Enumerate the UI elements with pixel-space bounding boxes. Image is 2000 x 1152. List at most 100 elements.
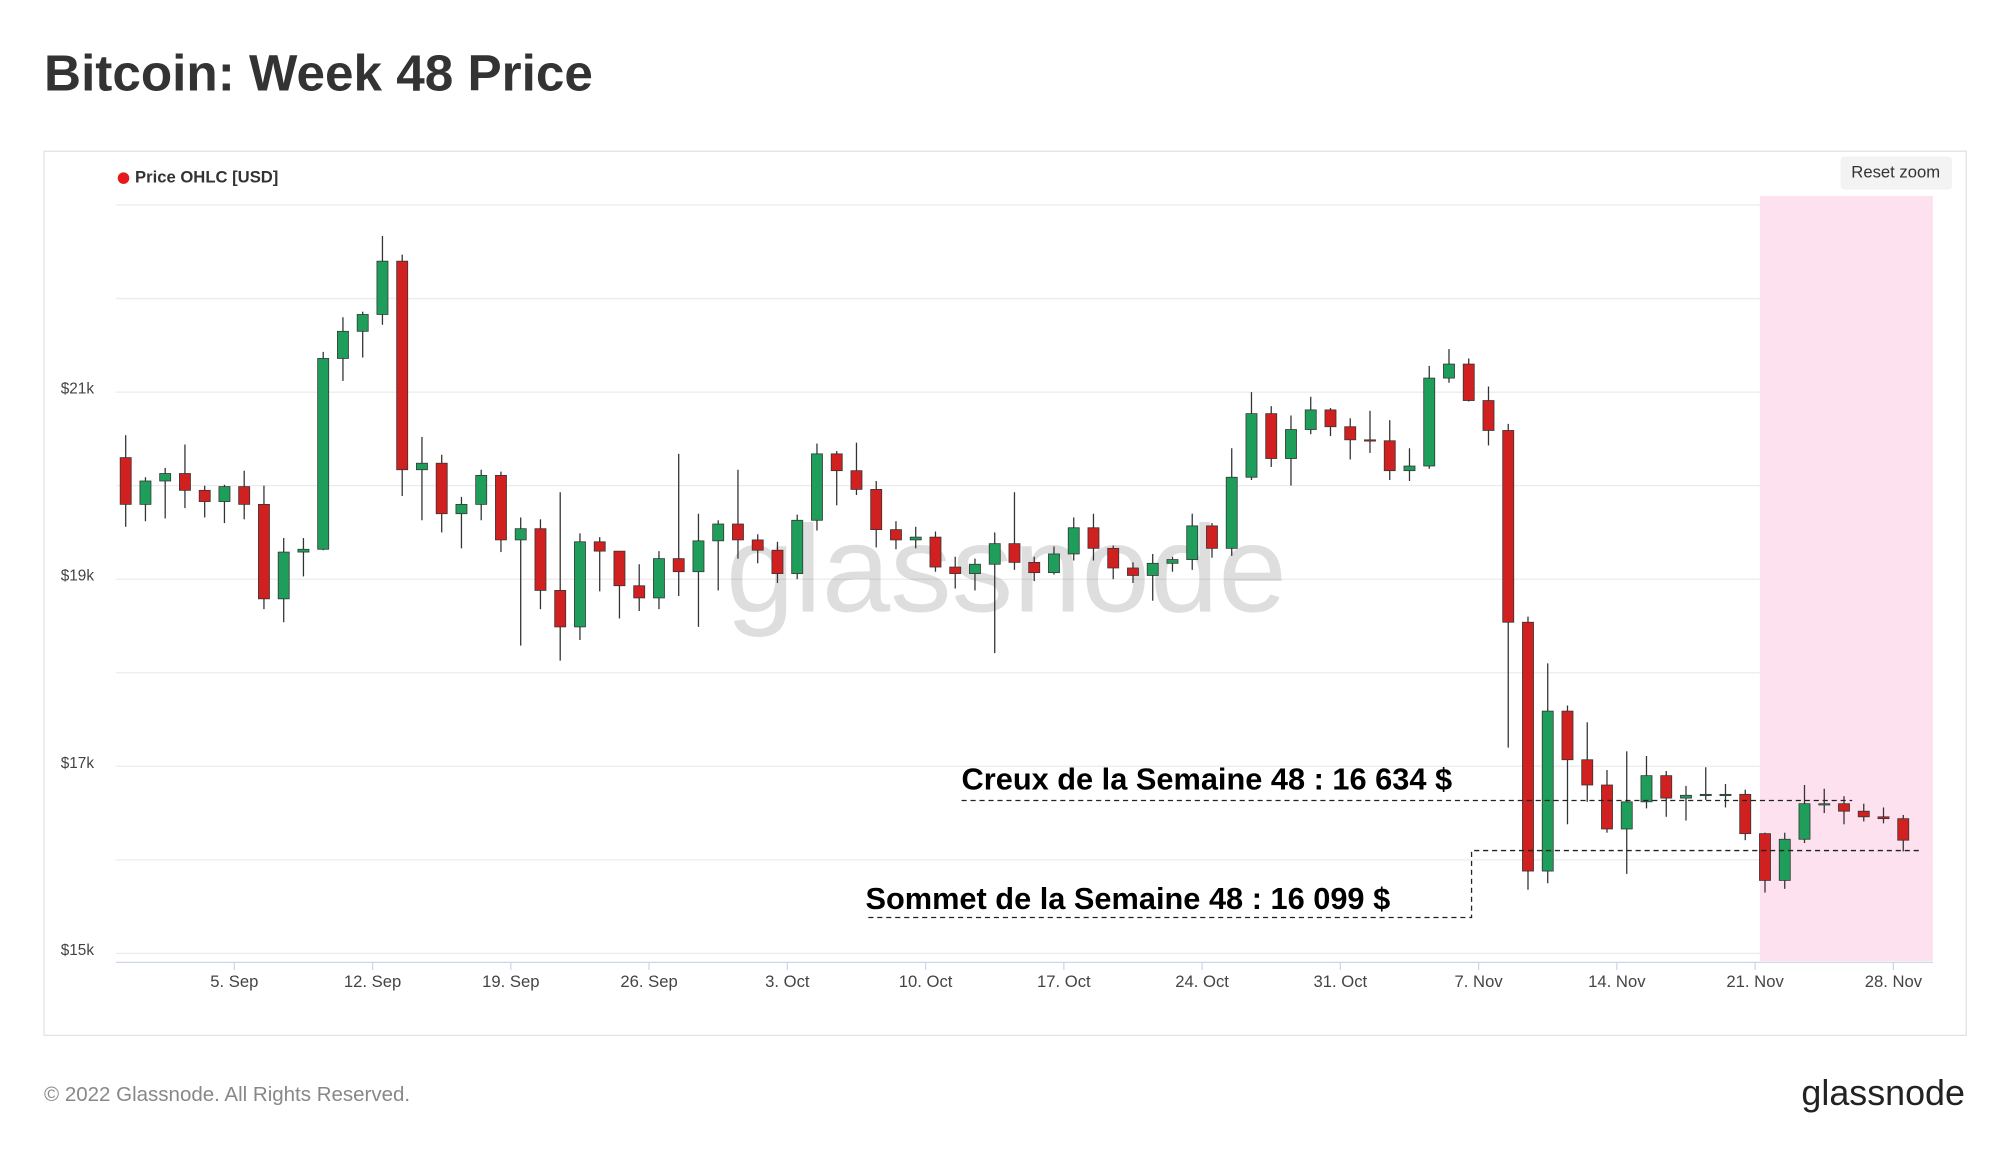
- candle-body: [1877, 816, 1890, 820]
- legend-label: Price OHLC [USD]: [135, 168, 278, 187]
- y-tick-label: $17k: [61, 755, 95, 772]
- button-label[interactable]: Reset zoom: [1851, 162, 1940, 181]
- candle-body: [1344, 426, 1357, 441]
- candle-body: [1581, 759, 1594, 786]
- x-tick-label: 31. Oct: [1314, 972, 1368, 991]
- candle-body: [890, 529, 902, 541]
- candle-body: [1265, 413, 1278, 459]
- candle-body: [159, 473, 172, 482]
- candle-body: [929, 536, 942, 568]
- candle-body: [791, 519, 804, 574]
- x-tick-label: 19. Sep: [482, 972, 539, 991]
- candle-body: [613, 550, 626, 587]
- y-tick-label: $21k: [61, 381, 95, 398]
- candle-body: [949, 566, 962, 574]
- candle-body: [988, 543, 1001, 565]
- grid: [115, 204, 1933, 955]
- candle-body: [1719, 793, 1732, 797]
- annotation-label: Sommet de la Semaine 48 : 16 099 $: [865, 881, 1390, 916]
- candle-body: [672, 558, 685, 573]
- candle-body: [1364, 439, 1376, 442]
- y-tick-label: $19k: [61, 568, 95, 585]
- candle-body: [258, 503, 270, 600]
- candle-body: [732, 523, 744, 541]
- candle-body: [653, 558, 665, 599]
- candle-body: [1640, 775, 1653, 803]
- x-tick-label: 12. Sep: [344, 972, 401, 991]
- candle-body: [850, 470, 863, 490]
- candle-body: [139, 480, 152, 505]
- candle-body: [633, 585, 646, 599]
- candle-body: [1857, 810, 1870, 818]
- candle-body: [1660, 775, 1673, 799]
- candle-body: [1146, 562, 1159, 576]
- candle-body: [692, 540, 705, 573]
- candle-body: [1838, 803, 1850, 812]
- candle-body: [514, 528, 527, 541]
- candle-body: [1225, 476, 1238, 549]
- candle-body: [751, 539, 764, 551]
- candle-body: [1087, 527, 1100, 549]
- x-tick-label: 14. Nov: [1588, 972, 1646, 991]
- candle-body: [1699, 793, 1712, 797]
- candle-body: [1067, 527, 1080, 555]
- x-tick-label: 10. Oct: [899, 972, 953, 991]
- candle-body: [1798, 803, 1811, 840]
- copyright: © 2022 Glassnode. All Rights Reserved.: [44, 1083, 410, 1106]
- candle-body: [969, 563, 981, 574]
- candle-body: [119, 457, 132, 505]
- candle-body: [1008, 543, 1021, 563]
- candle-body: [317, 358, 330, 550]
- x-tick-label: 7. Nov: [1455, 972, 1504, 991]
- candle-body: [1818, 803, 1831, 806]
- candle-body: [1561, 710, 1574, 761]
- button-bg[interactable]: [1840, 156, 1953, 190]
- candle-body: [909, 536, 922, 541]
- candle-body: [593, 541, 606, 552]
- candle-body: [396, 260, 409, 471]
- x-tick-label: 26. Sep: [620, 972, 677, 991]
- candle-body: [435, 462, 448, 515]
- candle-body: [771, 549, 784, 574]
- candle-body: [277, 551, 290, 600]
- candle-body: [1620, 801, 1633, 830]
- candle-body: [870, 489, 883, 531]
- legend-marker: [117, 172, 130, 184]
- candle-body: [1680, 794, 1692, 799]
- candle-body: [475, 474, 488, 505]
- candle-body: [1462, 363, 1475, 401]
- candle-body: [1048, 553, 1060, 574]
- candle-body: [1304, 409, 1317, 430]
- candle-body: [1778, 838, 1791, 881]
- candle-body: [574, 541, 586, 628]
- legend: Price OHLC [USD]: [117, 168, 278, 187]
- candle-body: [1502, 430, 1515, 623]
- candle-body: [1759, 833, 1771, 881]
- candle-body: [712, 523, 725, 542]
- candle-body: [1383, 440, 1396, 472]
- x-tick-label: 24. Oct: [1175, 972, 1229, 991]
- candle-body: [1482, 400, 1495, 431]
- candle-body: [198, 489, 211, 502]
- candle-body: [1324, 409, 1337, 428]
- candle-body: [1423, 377, 1436, 467]
- candle-body: [238, 486, 251, 505]
- candle-body: [179, 473, 191, 491]
- candle-body: [1897, 818, 1910, 841]
- candle-body: [1166, 559, 1179, 564]
- x-tick-label: 21. Nov: [1726, 972, 1784, 991]
- candle-body: [297, 548, 310, 553]
- x-tick-label: 5. Sep: [210, 972, 258, 991]
- candle-body: [1601, 784, 1613, 830]
- candle-body: [1028, 561, 1041, 574]
- x-tick-label: 17. Oct: [1037, 972, 1091, 991]
- candle-body: [1206, 525, 1218, 549]
- reset-zoom-button[interactable]: Reset zoom: [1840, 156, 1953, 190]
- candle-body: [1285, 429, 1297, 459]
- candle-body: [376, 260, 389, 315]
- logo: glassnode: [1801, 1073, 1965, 1113]
- watermark: glassnode: [726, 502, 1287, 639]
- candle-body: [534, 528, 547, 591]
- candle-body: [1403, 465, 1416, 472]
